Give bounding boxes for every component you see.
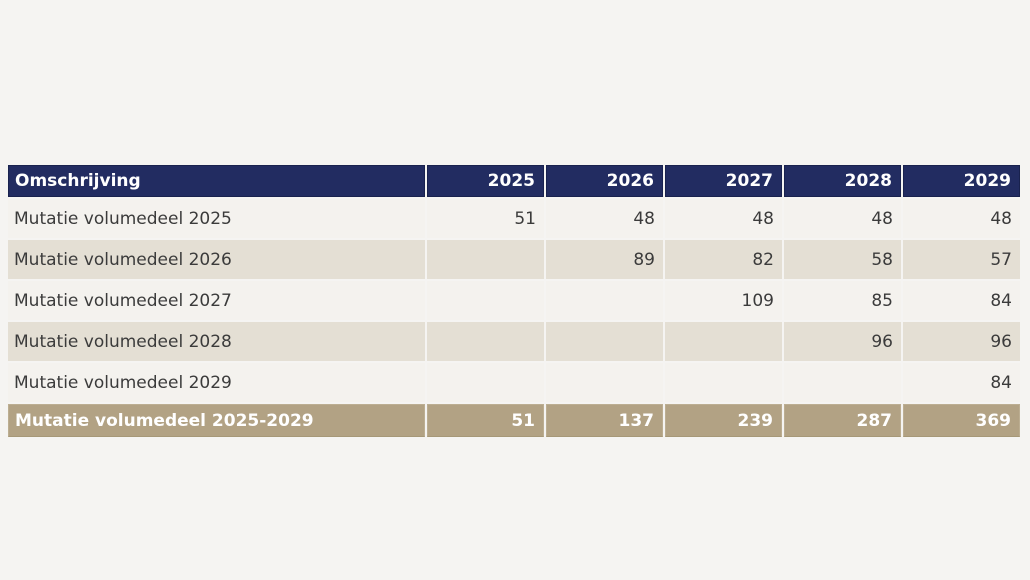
table-row: Mutatie volumedeel 2026 89 82 58 57: [8, 240, 1020, 279]
header-cell-year: 2028: [784, 165, 901, 197]
value-cell: 48: [903, 199, 1020, 238]
value-cell: [427, 322, 544, 361]
header-row: Omschrijving 2025 2026 2027 2028 2029: [8, 165, 1020, 197]
value-cell: 82: [665, 240, 782, 279]
value-cell: [546, 281, 663, 320]
value-cell: 96: [784, 322, 901, 361]
row-label-cell: Mutatie volumedeel 2028: [8, 322, 425, 361]
header-cell-year: 2029: [903, 165, 1020, 197]
value-cell: [427, 363, 544, 402]
total-value-cell: 51: [427, 404, 544, 437]
table-row: Mutatie volumedeel 2027 109 85 84: [8, 281, 1020, 320]
total-label-cell: Mutatie volumedeel 2025-2029: [8, 404, 425, 437]
value-cell: [665, 322, 782, 361]
value-cell: [665, 363, 782, 402]
table-footer: Mutatie volumedeel 2025-2029 51 137 239 287 3…: [8, 404, 1020, 437]
total-value-cell: 369: [903, 404, 1020, 437]
row-label-cell: Mutatie volumedeel 2026: [8, 240, 425, 279]
value-cell: 84: [903, 363, 1020, 402]
total-row: Mutatie volumedeel 2025-2029 51 137 239 287 3…: [8, 404, 1020, 437]
value-cell: [427, 281, 544, 320]
value-cell: 48: [784, 199, 901, 238]
value-cell: [546, 363, 663, 402]
value-cell: 109: [665, 281, 782, 320]
table-row: Mutatie volumedeel 2025 51 48 48 48 48: [8, 199, 1020, 238]
row-label-cell: Mutatie volumedeel 2025: [8, 199, 425, 238]
value-cell: [784, 363, 901, 402]
value-cell: 48: [546, 199, 663, 238]
total-value-cell: 239: [665, 404, 782, 437]
value-cell: 85: [784, 281, 901, 320]
mutatie-volumedeel-table: Omschrijving 2025 2026 2027 2028 2029 Mutatie…: [6, 163, 1022, 439]
row-label-cell: Mutatie volumedeel 2027: [8, 281, 425, 320]
value-cell: 48: [665, 199, 782, 238]
value-cell: 58: [784, 240, 901, 279]
header-cell-year: 2027: [665, 165, 782, 197]
value-cell: [546, 322, 663, 361]
value-cell: [427, 240, 544, 279]
total-value-cell: 137: [546, 404, 663, 437]
value-cell: 89: [546, 240, 663, 279]
header-cell-year: 2025: [427, 165, 544, 197]
table-row: Mutatie volumedeel 2028 96 96: [8, 322, 1020, 361]
value-cell: 51: [427, 199, 544, 238]
table-body: Mutatie volumedeel 2025 51 48 48 48 48 Mutatie…: [8, 199, 1020, 402]
row-label-cell: Mutatie volumedeel 2029: [8, 363, 425, 402]
value-cell: 96: [903, 322, 1020, 361]
value-cell: 84: [903, 281, 1020, 320]
value-cell: 57: [903, 240, 1020, 279]
table-header: Omschrijving 2025 2026 2027 2028 2029: [8, 165, 1020, 197]
total-value-cell: 287: [784, 404, 901, 437]
header-cell-omschrijving: Omschrijving: [8, 165, 425, 197]
table-row: Mutatie volumedeel 2029 84: [8, 363, 1020, 402]
header-cell-year: 2026: [546, 165, 663, 197]
